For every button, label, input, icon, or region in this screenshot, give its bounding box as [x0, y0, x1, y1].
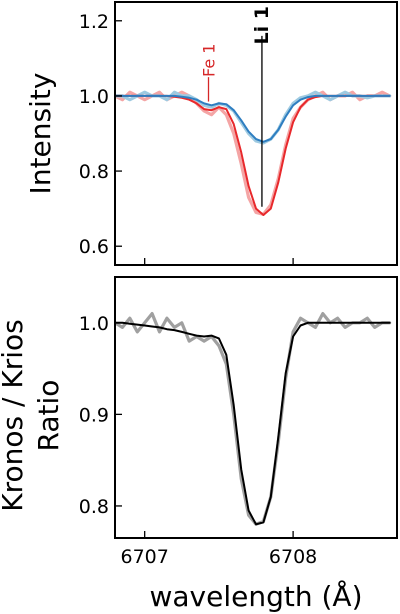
y-tick-label: 0.8 — [79, 496, 109, 518]
series-group — [115, 90, 392, 216]
y-axis-label: Intensity — [24, 73, 57, 195]
series-line-model-1 — [115, 321, 391, 526]
y-tick-label: 0.9 — [79, 404, 109, 426]
y-tick-label: 1.0 — [79, 313, 109, 335]
series-line-raw-0 — [115, 312, 392, 526]
x-tick-label: 6707 — [121, 546, 169, 568]
y-axis-label-line-0: Kronos / Krios — [0, 319, 29, 511]
x-tick-label: 6708 — [269, 546, 317, 568]
annotation-label-0: Fe 1 — [200, 44, 219, 77]
series-line-model-2 — [115, 94, 391, 216]
y-axis-label-line-1: Ratio — [32, 380, 65, 452]
panel-intensity: Fe 1 Li 1 0.6 0.8 1.0 1.2 Intensity — [24, 1, 398, 266]
y-tick-label: 1.2 — [79, 11, 109, 33]
series-line-model-3 — [115, 94, 391, 143]
y-tick-label: 1.0 — [79, 86, 109, 108]
annotation-label-1: Li 1 — [251, 6, 273, 44]
plot-frame — [114, 1, 398, 266]
x-axis-label: wavelength (Å) — [149, 579, 362, 613]
y-tick-label: 0.6 — [79, 236, 109, 258]
series-group — [115, 312, 392, 526]
y-tick-label: 0.8 — [79, 161, 109, 183]
plot-frame — [114, 276, 398, 539]
